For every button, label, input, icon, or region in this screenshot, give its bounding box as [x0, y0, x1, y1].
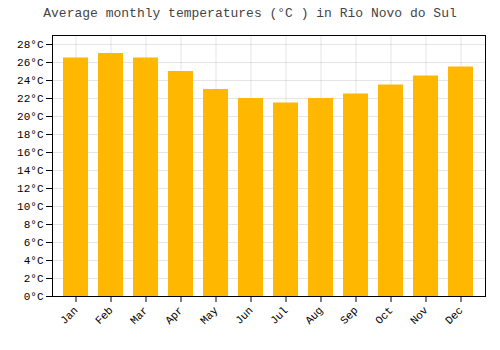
svg-text:Jan: Jan: [58, 304, 80, 326]
svg-text:Oct: Oct: [373, 304, 395, 326]
svg-text:May: May: [198, 304, 221, 327]
svg-text:Aug: Aug: [303, 304, 325, 326]
svg-text:24°C: 24°C: [17, 75, 44, 87]
svg-text:26°C: 26°C: [17, 57, 44, 69]
svg-text:14°C: 14°C: [17, 165, 44, 177]
svg-text:Nov: Nov: [408, 304, 431, 327]
svg-text:6°C: 6°C: [24, 237, 44, 249]
svg-text:2°C: 2°C: [24, 273, 44, 285]
svg-text:12°C: 12°C: [17, 183, 44, 195]
svg-text:Jun: Jun: [233, 304, 255, 326]
svg-text:Dec: Dec: [443, 304, 465, 326]
svg-text:0°C: 0°C: [24, 291, 44, 303]
html-text:Average monthly temperatures (: Average monthly temperatures (°C ) in Ri…: [43, 6, 457, 21]
svg-text:Mar: Mar: [128, 304, 150, 326]
svg-text:16°C: 16°C: [17, 147, 44, 159]
svg-text:8°C: 8°C: [24, 219, 44, 231]
svg-text:22°C: 22°C: [17, 93, 44, 105]
svg-text:Apr: Apr: [163, 304, 185, 326]
svg-text:18°C: 18°C: [17, 129, 44, 141]
svg-text:Sep: Sep: [338, 304, 360, 326]
svg-text:Feb: Feb: [93, 304, 115, 326]
svg-text:10°C: 10°C: [17, 201, 44, 213]
svg-text:4°C: 4°C: [24, 255, 44, 267]
svg-text:20°C: 20°C: [17, 111, 44, 123]
svg-text:Jul: Jul: [268, 304, 290, 326]
svg-text:28°C: 28°C: [17, 39, 44, 51]
